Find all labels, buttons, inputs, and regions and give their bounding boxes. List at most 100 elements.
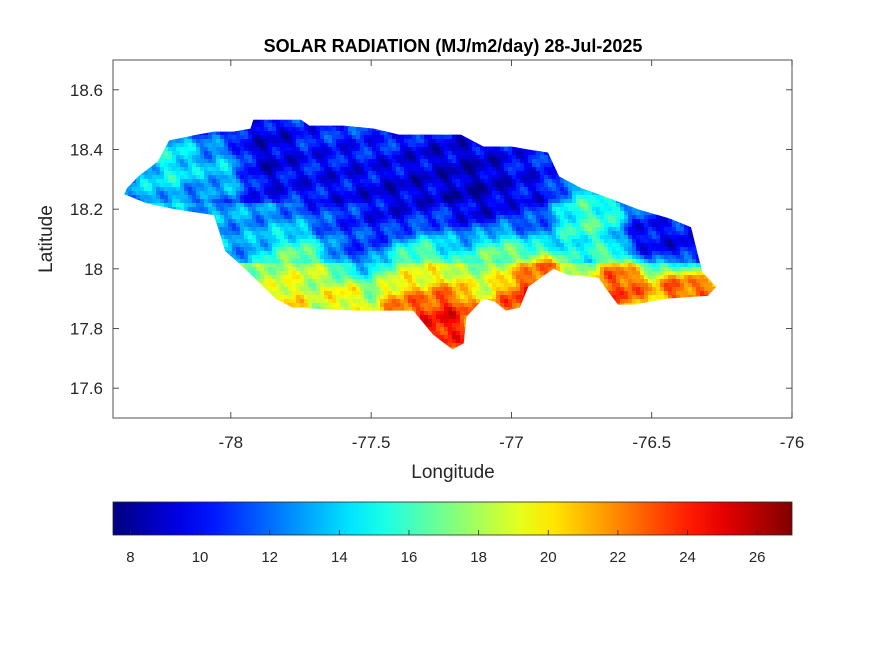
- heatmap-cell: [512, 231, 517, 236]
- heatmap-cell: [268, 227, 273, 232]
- heatmap-cell: [192, 139, 197, 144]
- heatmap-cell: [228, 179, 233, 184]
- heatmap-cell: [572, 211, 577, 216]
- heatmap-cell: [552, 231, 557, 236]
- heatmap-cell: [572, 239, 577, 244]
- heatmap-cell: [232, 215, 237, 220]
- heatmap-cell: [344, 155, 349, 160]
- heatmap-cell: [512, 175, 517, 180]
- heatmap-cell: [324, 211, 329, 216]
- heatmap-cell: [432, 203, 437, 208]
- heatmap-cell: [368, 215, 373, 220]
- heatmap-cell: [360, 203, 365, 208]
- heatmap-cell: [620, 227, 625, 232]
- heatmap-cell: [204, 179, 209, 184]
- heatmap-cell: [552, 167, 557, 172]
- heatmap-cell: [424, 239, 429, 244]
- heatmap-cell: [428, 235, 433, 240]
- heatmap-cell: [528, 163, 533, 168]
- heatmap-cell: [228, 131, 233, 136]
- heatmap-cell: [280, 211, 285, 216]
- heatmap-cell: [352, 199, 357, 204]
- heatmap-cell: [564, 235, 569, 240]
- heatmap-cell: [540, 207, 545, 212]
- heatmap-cell: [540, 239, 545, 244]
- heatmap-cell: [288, 123, 293, 128]
- heatmap-cell: [480, 151, 485, 156]
- heatmap-cell: [632, 243, 637, 248]
- heatmap-cell: [388, 159, 393, 164]
- heatmap-cell: [428, 139, 433, 144]
- heatmap-cell: [200, 211, 205, 216]
- heatmap-cell: [544, 163, 549, 168]
- heatmap-cell: [320, 147, 325, 152]
- heatmap-cell: [364, 187, 369, 192]
- heatmap-cell: [364, 223, 369, 228]
- heatmap-cell: [144, 183, 149, 188]
- heatmap-cell: [616, 211, 621, 216]
- heatmap-cell: [308, 131, 313, 136]
- heatmap-cell: [544, 243, 549, 248]
- heatmap-cell: [504, 215, 509, 220]
- heatmap-cell: [648, 219, 653, 224]
- heatmap-cell: [508, 195, 513, 200]
- heatmap-cell: [252, 123, 257, 128]
- heatmap-cell: [516, 183, 521, 188]
- heatmap-cell: [276, 143, 281, 148]
- heatmap-cell: [468, 183, 473, 188]
- heatmap-cell: [432, 135, 437, 140]
- heatmap-cell: [288, 227, 293, 232]
- heatmap-cell: [476, 239, 481, 244]
- heatmap-cell: [236, 183, 241, 188]
- heatmap-cell: [340, 143, 345, 148]
- heatmap-cell: [188, 155, 193, 160]
- heatmap-cell: [496, 215, 501, 220]
- heatmap-cell: [496, 243, 501, 248]
- heatmap-cell: [304, 215, 309, 220]
- heatmap-cell: [288, 199, 293, 204]
- heatmap-cell: [192, 183, 197, 188]
- heatmap-cell: [512, 219, 517, 224]
- heatmap-cell: [428, 151, 433, 156]
- heatmap-cell: [404, 223, 409, 228]
- heatmap-cell: [380, 207, 385, 212]
- heatmap-cell: [348, 175, 353, 180]
- heatmap-cell: [336, 127, 341, 132]
- heatmap-cell: [500, 183, 505, 188]
- heatmap-cell: [248, 195, 253, 200]
- heatmap-cell: [148, 187, 153, 192]
- heatmap-cell: [228, 219, 233, 224]
- heatmap-cell: [164, 151, 169, 156]
- heatmap-cell: [300, 183, 305, 188]
- heatmap-cell: [668, 235, 673, 240]
- heatmap-cell: [268, 163, 273, 168]
- heatmap-cell: [204, 183, 209, 188]
- heatmap-cell: [424, 167, 429, 172]
- heatmap-cell: [672, 239, 677, 244]
- heatmap-cell: [432, 243, 437, 248]
- heatmap-cell: [244, 135, 249, 140]
- heatmap-cell: [400, 191, 405, 196]
- heatmap-cell: [440, 167, 445, 172]
- heatmap-cell: [476, 215, 481, 220]
- heatmap-cell: [164, 147, 169, 152]
- heatmap-cell: [488, 235, 493, 240]
- heatmap-cell: [196, 179, 201, 184]
- heatmap-cell: [172, 151, 177, 156]
- heatmap-cell: [524, 163, 529, 168]
- heatmap-cell: [188, 179, 193, 184]
- heatmap-cell: [532, 171, 537, 176]
- heatmap-cell: [256, 131, 261, 136]
- heatmap-cell: [324, 223, 329, 228]
- heatmap-cell: [620, 231, 625, 236]
- heatmap-cell: [292, 147, 297, 152]
- heatmap-cell: [280, 203, 285, 208]
- heatmap-cell: [224, 187, 229, 192]
- heatmap-cell: [404, 199, 409, 204]
- heatmap-cell: [352, 187, 357, 192]
- heatmap-cell: [468, 243, 473, 248]
- heatmap-cell: [176, 207, 181, 212]
- heatmap-cell: [372, 147, 377, 152]
- heatmap-cell: [288, 243, 293, 248]
- heatmap-cell: [240, 195, 245, 200]
